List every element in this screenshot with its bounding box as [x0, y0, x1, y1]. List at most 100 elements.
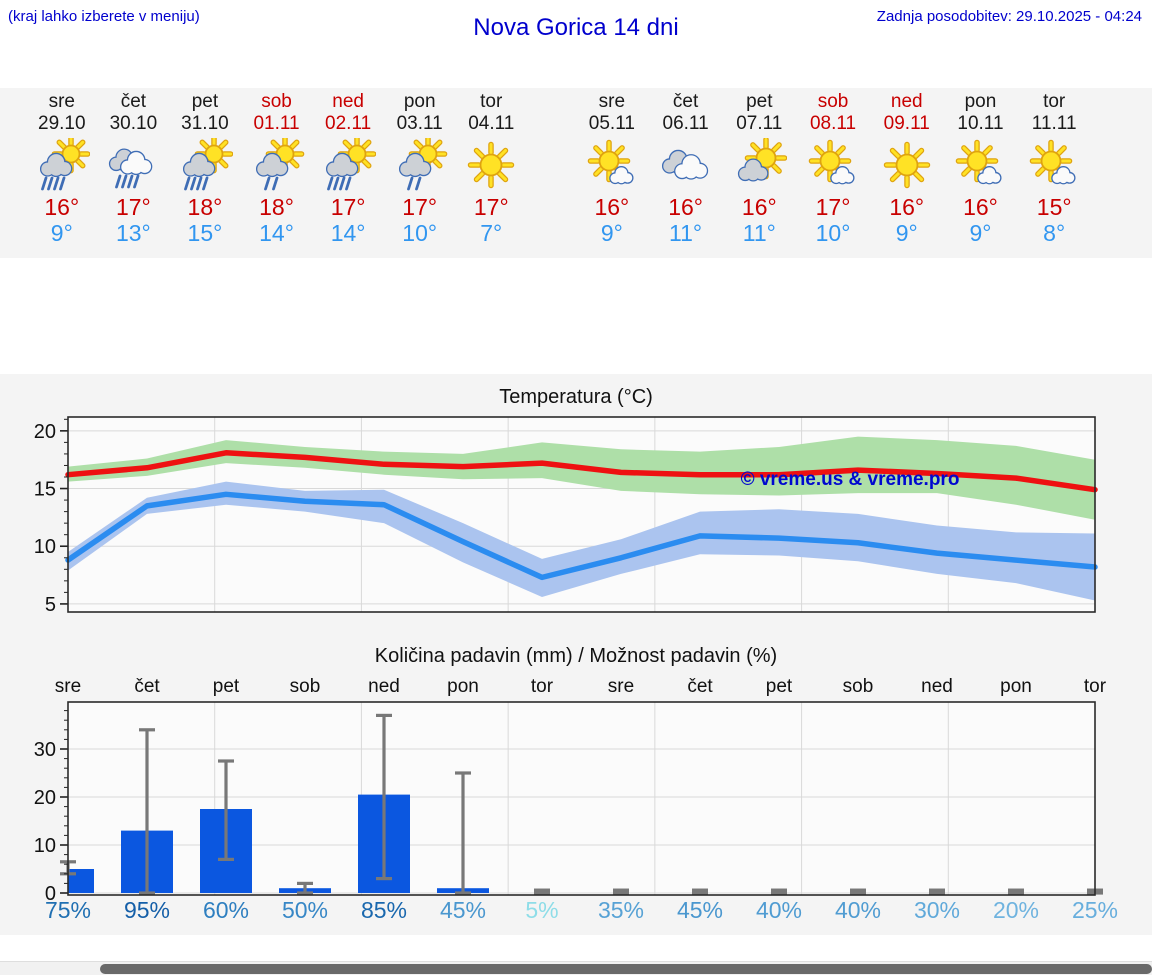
day-column: pon 10.11 16° 9°	[944, 91, 1018, 246]
day-name-label: tor	[1043, 91, 1066, 112]
high-temp-label: 15°	[1036, 194, 1072, 220]
min-temp-range-band	[68, 481, 1095, 601]
clouds-rain-icon	[109, 148, 153, 189]
day-name-label: sob	[817, 91, 849, 112]
sun-icon	[468, 141, 515, 189]
temperature-chart-title: Temperatura (°C)	[499, 386, 653, 408]
day-date-label: 01.11	[253, 113, 300, 134]
day-date-label: 10.11	[957, 113, 1004, 134]
low-temp-label: 9°	[969, 220, 992, 246]
sun-small-cloud-icon	[956, 139, 1002, 185]
day-date-label: 08.11	[809, 113, 857, 134]
precip-probability: 75%	[44, 897, 92, 923]
precip-probability: 30%	[913, 897, 961, 923]
horizontal-scrollbar[interactable]	[0, 961, 1152, 975]
low-temp-label: 14°	[330, 220, 366, 246]
forecast-week-1: sre 29.10 16° 9° čet 30.10 17° 13° pet 31.10 18° 15…	[26, 91, 527, 246]
day-column: sre 05.11 16° 9°	[575, 91, 649, 246]
day-date-label: 30.10	[109, 113, 158, 134]
precipitation-chart: sre čet pet sob ned pon tor sre čet pet sob ned pon t…	[34, 676, 1107, 905]
high-temp-label: 17°	[815, 194, 851, 220]
precip-day-label: tor	[1084, 676, 1107, 697]
precip-day-label: sre	[608, 676, 634, 697]
forecast-strip: sre 29.10 16° 9° čet 30.10 17° 13° pet 31.10 18° 15…	[0, 88, 1152, 258]
temperature-chart: © vreme.us & vreme.pro 5 10 15 20	[34, 416, 1098, 615]
day-date-label: 11.11	[1031, 113, 1077, 134]
day-name-label: pet	[191, 91, 219, 112]
temp-ytick-label: 10	[34, 536, 56, 558]
sun-cloud-light-rain-icon	[398, 138, 447, 191]
high-temp-label: 17°	[330, 194, 366, 220]
high-temp-label: 16°	[594, 194, 630, 220]
low-temp-label: 10°	[815, 220, 851, 246]
sun-cloud-rain-icon	[39, 138, 90, 191]
precip-day-label: tor	[531, 676, 554, 697]
high-temp-label: 16°	[44, 194, 80, 220]
clouds-icon	[661, 149, 708, 180]
day-date-label: 02.11	[325, 113, 372, 134]
precip-day-label: sre	[55, 676, 81, 697]
day-name-label: čet	[120, 91, 147, 112]
high-temp-label: 16°	[963, 194, 998, 220]
precip-probability: 25%	[1071, 897, 1119, 923]
precip-day-label: pon	[447, 676, 479, 697]
day-column: ned 02.11 17° 14°	[312, 91, 384, 246]
scrollbar-thumb[interactable]	[100, 964, 1152, 974]
day-name-label: čet	[672, 91, 699, 112]
precip-probability: 35%	[597, 897, 645, 923]
precip-day-label: pon	[1000, 676, 1032, 697]
day-column: sob 01.11 18° 14°	[241, 91, 313, 246]
day-date-label: 31.10	[181, 113, 229, 134]
precip-probability: 95%	[123, 897, 171, 923]
precip-ytick-label: 10	[34, 835, 56, 857]
day-column: pet 07.11 16° 11°	[722, 91, 796, 246]
page-title: Nova Gorica 14 dni	[473, 14, 679, 41]
precip-ytick-label: 0	[45, 883, 56, 905]
low-temp-label: 7°	[480, 220, 503, 246]
day-name-label: pet	[746, 91, 773, 112]
precip-day-label: sob	[843, 676, 874, 697]
sun-small-cloud-icon	[808, 139, 855, 185]
day-date-label: 07.11	[736, 113, 783, 134]
day-name-label: sre	[598, 91, 626, 112]
low-temp-label: 14°	[259, 220, 294, 246]
day-column: ned 09.11 16° 9°	[870, 91, 944, 246]
last-update: Zadnja posodobitev: 29.10.2025 - 04:24	[876, 8, 1142, 25]
precip-probability: 40%	[834, 897, 882, 923]
day-column: sre 29.10 16° 9°	[26, 91, 98, 246]
day-date-label: 04.11	[468, 113, 515, 134]
day-column: pet 31.10 18° 15°	[169, 91, 241, 246]
low-temp-label: 10°	[402, 220, 438, 246]
precip-probability: 85%	[360, 897, 408, 923]
precip-probability: 50%	[281, 897, 329, 923]
low-temp-label: 9°	[895, 220, 918, 246]
sun-cloud-icon	[738, 138, 788, 182]
precip-probability: 40%	[755, 897, 803, 923]
precip-probability-row: 75% 95% 60% 50% 85% 45% 5% 35% 45% 40% 40% 30% 20% 25…	[0, 897, 1152, 931]
precip-day-label: pet	[213, 676, 240, 697]
forecast-week-2: sre 05.11 16° 9° čet 06.11 16° 11° pet 07.11 16° 11…	[575, 91, 1091, 246]
high-temp-label: 16°	[889, 194, 925, 220]
sun-small-cloud-icon	[1029, 139, 1076, 185]
high-temp-label: 17°	[402, 194, 438, 220]
low-temp-label: 11°	[742, 220, 776, 246]
sun-icon	[883, 141, 930, 189]
precip-day-label: ned	[921, 676, 953, 697]
day-date-label: 06.11	[662, 113, 709, 134]
precip-day-label: pet	[766, 676, 793, 697]
day-date-label: 03.11	[396, 113, 443, 134]
temp-ytick-label: 5	[45, 594, 56, 615]
sun-cloud-light-rain-icon	[255, 138, 304, 191]
precip-probability: 45%	[676, 897, 724, 923]
precip-ytick-label: 20	[34, 787, 56, 809]
precip-day-label: čet	[134, 676, 160, 697]
low-temp-label: 15°	[187, 220, 223, 246]
precip-probability: 20%	[992, 897, 1040, 923]
day-column: čet 30.10 17° 13°	[98, 91, 170, 246]
day-name-label: sob	[261, 91, 292, 112]
precipitation-chart-title: Količina padavin (mm) / Možnost padavin …	[374, 645, 778, 667]
day-column: čet 06.11 16° 11°	[649, 91, 723, 246]
menu-hint: (kraj lahko izberete v meniju)	[8, 8, 200, 25]
watermark-link[interactable]: © vreme.us & vreme.pro	[741, 469, 960, 490]
